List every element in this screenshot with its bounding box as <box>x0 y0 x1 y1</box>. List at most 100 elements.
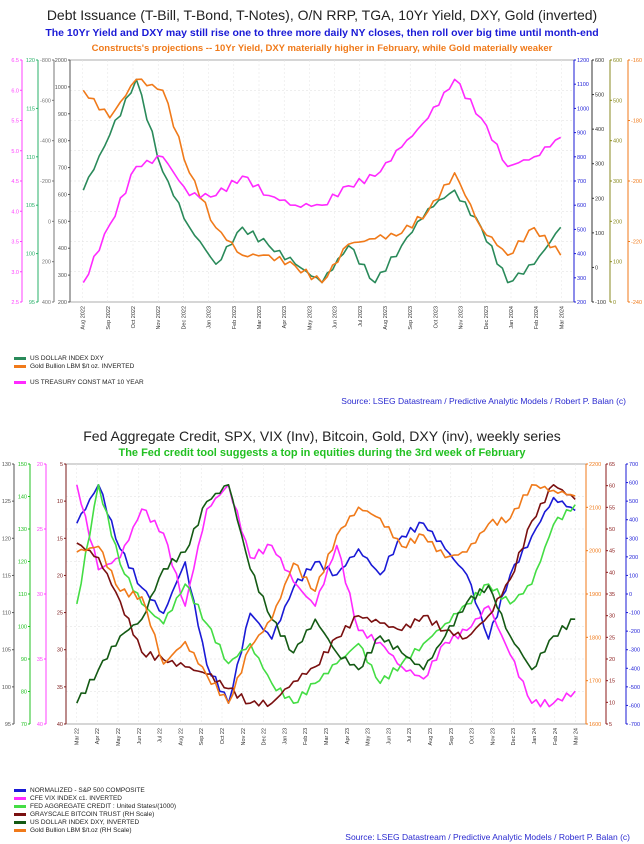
chart2-series-6 <box>76 484 576 704</box>
chart2-xtick: Apr 23 <box>345 728 351 744</box>
chart2-xtick: Feb 23 <box>303 728 309 745</box>
chart2-right-axis-1-tick: 2100 <box>589 505 601 511</box>
chart1-xtick: Aug 2023 <box>383 306 389 330</box>
chart1-xtick: Oct 2023 <box>433 306 439 328</box>
chart2-right-axis-2: 65 60 55 50 45 40 35 30 25 20 15 10 5 <box>605 462 615 728</box>
chart2-left-axis-2-tick: 70 <box>21 722 27 728</box>
chart2-left-axis-3-tick: 35 <box>37 657 43 663</box>
chart2-xtick: Mar 24 <box>574 728 580 745</box>
chart2-left-axis-4-tick: 40 <box>57 722 63 728</box>
chart2-legend-item: US DOLLAR INDEX DXY, INVERTED <box>14 818 176 826</box>
legend-swatch <box>14 356 26 360</box>
chart1-xtick: Nov 2022 <box>156 306 162 330</box>
chart2-xtick: Mar 23 <box>324 728 330 745</box>
chart2-left-axis-1-tick: 125 <box>2 499 11 505</box>
chart1-xtick: Jul 2023 <box>358 306 364 327</box>
chart1-right-axis-4-tick: -180 <box>631 119 642 125</box>
chart1-right-axis-3-tick: 100 <box>613 260 622 266</box>
legend-label: US DOLLAR INDEX DXY, INVERTED <box>30 818 140 826</box>
chart1-xtick: Sep 2023 <box>408 306 414 330</box>
chart1-left-axis-1-tick: 6.5 <box>11 58 19 64</box>
chart1-left-axis-3: -800 -600 -400 -200 0 200 400 <box>40 58 55 306</box>
chart2-left-axis-4-tick: 30 <box>57 648 63 654</box>
chart1-xtick: Jan 2024 <box>509 306 515 329</box>
chart2-left-axis-2-tick: 110 <box>18 592 27 598</box>
chart1-left-axis-1-tick: 3.0 <box>11 270 19 276</box>
chart1-right-axis-1-tick: 300 <box>577 276 586 282</box>
chart1-right-axis-1-tick: 800 <box>577 155 586 161</box>
chart2-right-axis-3-tick: -200 <box>629 629 640 635</box>
chart2-right-axis-3-tick: 200 <box>629 555 638 561</box>
chart1-left-axis-1-tick: 4.0 <box>11 209 19 215</box>
chart2-right-axis-2-tick: 25 <box>609 635 615 641</box>
chart2-legend-item: NORMALIZED - S&P 500 COMPOSITE <box>14 786 176 794</box>
chart1-xtick: Feb 2024 <box>534 306 540 329</box>
chart1-subtitle: The 10Yr Yield and DXY may still rise on… <box>45 27 599 39</box>
chart2-left-axis-4-tick: 10 <box>57 499 63 505</box>
legend-label: GRAYSCALE BITCOIN TRUST (RH Scale) <box>30 810 155 818</box>
chart2-left-axis-2-tick: 130 <box>18 527 27 533</box>
chart1-right-axis-4-tick: -160 <box>631 58 642 64</box>
chart2-left-axis-1-tick: 100 <box>2 685 11 691</box>
chart1-right-axis-2-tick: 0 <box>595 265 598 271</box>
chart1-right-axis-2: 600 500 400 300 200 100 0 -100 <box>591 58 606 306</box>
chart2-right-axis-3-tick: 600 <box>629 481 638 487</box>
chart1-right-axis-3-tick: 0 <box>613 300 616 306</box>
legend-label: CFE VIX INDEX c1. INVERTED <box>30 794 122 802</box>
chart2-right-axis-1-tick: 1700 <box>589 679 601 685</box>
chart2-xtick: Jun 22 <box>137 728 143 745</box>
chart2-xtick: Oct 22 <box>220 728 226 744</box>
legend-swatch <box>14 788 26 792</box>
chart1-right-axis-2-tick: 600 <box>595 58 604 64</box>
chart2-title: Fed Aggregate Credit, SPX, VIX (Inv), Bi… <box>83 428 561 444</box>
chart2-right-axis-3: 700 600 500 400 300 200 100 0 -100 -200 -300 -400 -5… <box>625 462 640 728</box>
chart2-series-2 <box>76 484 576 708</box>
chart2-left-axis-4-tick: 35 <box>57 685 63 691</box>
chart2-xtick: Jan 23 <box>282 728 288 745</box>
chart1-left-axis-1: 6.5 6.0 5.5 5.0 4.5 4.0 3.5 3.0 2.5 <box>11 58 23 306</box>
legend-swatch <box>14 820 26 824</box>
legend-swatch <box>14 804 26 808</box>
chart1-left-axis-4-tick: 200 <box>58 300 67 306</box>
chart2-right-axis-2-tick: 10 <box>609 700 615 706</box>
chart1-xtick: Jun 2023 <box>333 306 339 329</box>
chart2-left-axis-3: 20 25 30 35 40 <box>37 462 47 728</box>
chart1-left-axis-4-tick: 500 <box>58 219 67 225</box>
chart1-right-axis-1-tick: 1100 <box>577 82 589 88</box>
chart2-left-axis-2-tick: 80 <box>21 690 27 696</box>
chart2-legend-item: CFE VIX INDEX c1. INVERTED <box>14 794 176 802</box>
chart2-source: Source: LSEG Datastream / Predictive Ana… <box>345 832 630 842</box>
chart1-left-axis-3-tick: -200 <box>40 179 51 185</box>
chart2-right-axis-1-tick: 1800 <box>589 635 601 641</box>
chart2-xtick: Sep 23 <box>449 728 455 745</box>
chart2-left-axis-2-tick: 100 <box>18 625 27 631</box>
chart1-subtitle2: Constructs's projections -- 10Yr Yield, … <box>91 43 553 54</box>
chart1-left-axis-2-tick: 100 <box>26 252 35 258</box>
chart2-xtick: Apr 22 <box>95 728 101 744</box>
chart2-series-3 <box>76 484 576 704</box>
chart1-xtick: Oct 2022 <box>131 306 137 328</box>
chart2-legend-item: FED AGGREGATE CREDIT : United States/(10… <box>14 802 176 810</box>
chart2-right-axis-2-tick: 55 <box>609 505 615 511</box>
chart1-left-axis-2-tick: 95 <box>29 300 35 306</box>
chart2-legend-item: Gold Bullion LBM $/t.oz (RH Scale) <box>14 826 176 834</box>
chart1-right-axis-3-tick: 400 <box>613 139 622 145</box>
chart1-right-axis-4: -160 -180 -200 -220 -240 <box>627 58 642 306</box>
chart1-left-axis-4-tick: 300 <box>58 273 67 279</box>
chart2-right-axis-3-tick: 400 <box>629 518 638 524</box>
chart1-left-axis-4-tick: 1000 <box>55 85 67 91</box>
chart2-left-axis-3-tick: 40 <box>37 722 43 728</box>
chart2-left-axis-2-tick: 140 <box>18 495 27 501</box>
chart1-right-axis-2-tick: 200 <box>595 196 604 202</box>
chart1-right-axis-1-tick: 1200 <box>577 58 589 64</box>
chart1-series-2 <box>82 78 562 284</box>
chart2-right-axis-3-tick: -100 <box>629 611 640 617</box>
chart2-left-axis-1-tick: 120 <box>2 536 11 542</box>
chart1-legend-item: US TREASURY CONST MAT 10 YEAR <box>14 378 144 386</box>
chart2-left-axis-2-tick: 150 <box>18 462 27 468</box>
chart1-right-axis-2-tick: -100 <box>595 300 606 306</box>
chart2-xtick: Mar 22 <box>74 728 80 745</box>
chart1-left-axis-2-tick: 120 <box>26 58 35 64</box>
chart2-left-axis-1-tick: 105 <box>2 648 11 654</box>
chart2-right-axis-2-tick: 20 <box>609 657 615 663</box>
